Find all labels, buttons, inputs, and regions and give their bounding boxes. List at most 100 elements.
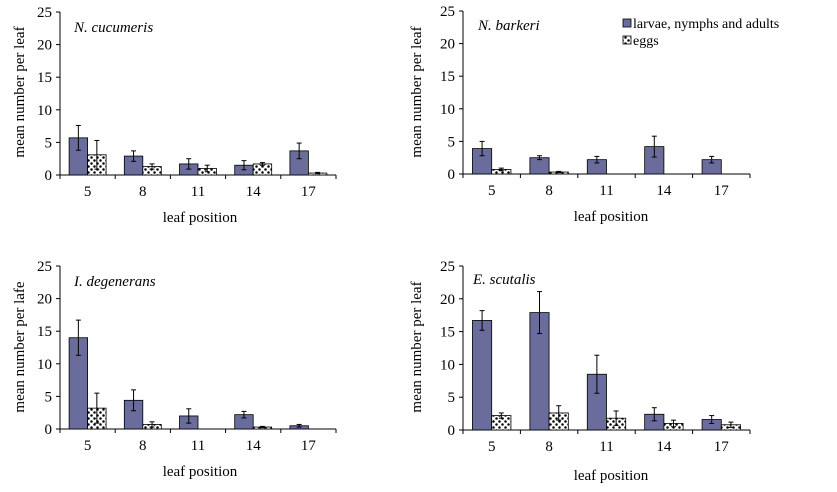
y-tick-label: 25 — [37, 259, 52, 275]
x-tick-label: 8 — [545, 439, 553, 455]
panel-e-scutalis: mean number per leaf E. scutalis leaf po… — [409, 259, 751, 484]
y-tick-label: 20 — [37, 38, 52, 54]
y-tick-label: 5 — [45, 135, 53, 151]
y-tick-label: 25 — [440, 4, 455, 20]
error-bar — [131, 389, 137, 412]
error-bar — [594, 155, 600, 164]
x-axis-title: leaf position — [163, 210, 238, 226]
x-axis-title: leaf position — [574, 468, 649, 484]
error-bar — [131, 150, 137, 162]
error-bar — [94, 392, 100, 424]
y-tick-label: 25 — [440, 259, 455, 275]
error-bar — [498, 412, 504, 419]
error-bar — [241, 160, 247, 171]
bar-adults — [472, 320, 493, 431]
x-tick-label: 17 — [301, 184, 317, 200]
error-bar — [536, 291, 542, 335]
error-bar — [479, 310, 485, 331]
error-bar — [479, 140, 485, 157]
x-tick-label: 11 — [599, 183, 613, 199]
x-tick-label: 11 — [599, 439, 613, 455]
error-bar — [671, 419, 677, 428]
error-bar — [296, 423, 302, 428]
y-tick-label: 10 — [37, 357, 52, 373]
y-tick-label: 5 — [448, 390, 456, 406]
error-bar — [259, 425, 265, 429]
y-tick-label: 20 — [440, 37, 455, 53]
y-tick-label: 20 — [440, 292, 455, 308]
y-tick-label: 10 — [440, 102, 455, 118]
x-tick-label: 14 — [656, 439, 672, 455]
y-tick-label: 25 — [37, 5, 52, 21]
y-tick-label: 5 — [45, 389, 53, 405]
x-tick-label: 5 — [84, 438, 92, 454]
panel-title: E. scutalis — [472, 272, 536, 288]
error-bar — [94, 139, 100, 170]
error-bar — [296, 142, 302, 160]
x-tick-label: 17 — [714, 439, 730, 455]
error-bar — [728, 421, 734, 428]
y-tick-label: 0 — [448, 423, 456, 439]
x-tick-label: 5 — [488, 183, 496, 199]
panel-title: I. degenerans — [73, 274, 156, 290]
y-axis-title: mean number per leaf — [12, 26, 28, 157]
panel-i-degenerans: mean number per lafe I. degenerans leaf … — [12, 259, 337, 480]
error-bar — [259, 162, 265, 166]
x-tick-label: 11 — [191, 438, 205, 454]
x-tick-label: 14 — [656, 183, 672, 199]
y-tick-label: 15 — [37, 70, 52, 86]
error-bar — [149, 421, 155, 428]
error-bar — [536, 155, 542, 161]
legend-label-eggs: eggs — [633, 34, 659, 49]
legend: larvae, nymphs and adults eggs — [622, 17, 779, 49]
x-tick-label: 8 — [139, 438, 147, 454]
y-tick-label: 0 — [45, 168, 53, 184]
error-bar — [594, 354, 600, 394]
x-tick-label: 5 — [488, 439, 496, 455]
panel-title: N. cucumeris — [73, 20, 153, 36]
error-bar — [204, 164, 210, 173]
x-tick-label: 14 — [246, 184, 262, 200]
y-axis-title: mean number per leaf — [409, 281, 425, 412]
y-tick-label: 15 — [440, 325, 455, 341]
error-bar — [709, 415, 715, 424]
y-tick-label: 10 — [440, 357, 455, 373]
error-bar — [75, 124, 81, 151]
x-tick-label: 8 — [545, 183, 553, 199]
error-bar — [498, 167, 504, 172]
y-tick-label: 0 — [45, 422, 53, 438]
y-tick-label: 15 — [440, 69, 455, 85]
error-bar — [613, 410, 619, 426]
error-bar — [186, 158, 192, 170]
x-tick-label: 14 — [246, 438, 262, 454]
y-tick-label: 5 — [448, 134, 456, 150]
y-tick-label: 15 — [37, 324, 52, 340]
x-axis-title: leaf position — [163, 464, 238, 480]
error-bar — [556, 170, 562, 174]
error-bar — [75, 319, 81, 356]
error-bar — [651, 407, 657, 422]
x-axis-title: leaf position — [574, 209, 649, 225]
panel-n-barkeri: mean number per leaf N. barkeri leaf pos… — [409, 4, 751, 225]
error-bar — [651, 135, 657, 158]
panel-title: N. barkeri — [477, 18, 540, 34]
x-tick-label: 8 — [139, 184, 147, 200]
legend-swatch-eggs — [622, 35, 632, 45]
error-bar — [241, 410, 247, 419]
panel-n-cucumeris: mean number per leaf N. cucumeris leaf p… — [12, 5, 337, 226]
y-axis-title: mean number per lafe — [12, 281, 28, 413]
error-bar — [556, 405, 562, 421]
legend-swatch-adults — [622, 18, 632, 28]
x-tick-label: 11 — [191, 184, 205, 200]
error-bar — [315, 171, 321, 175]
error-bar — [186, 408, 192, 424]
x-tick-label: 17 — [714, 183, 730, 199]
x-tick-label: 5 — [84, 184, 92, 200]
y-tick-label: 10 — [37, 103, 52, 119]
error-bar — [149, 163, 155, 170]
y-tick-label: 0 — [448, 167, 456, 183]
y-axis-title: mean number per leaf — [409, 26, 425, 157]
y-tick-label: 20 — [37, 292, 52, 308]
x-tick-label: 17 — [301, 438, 317, 454]
